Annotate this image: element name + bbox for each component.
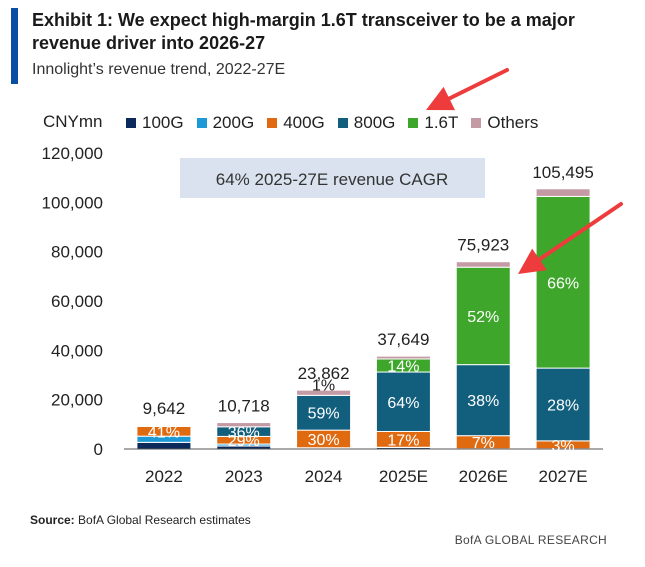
arrow-to-legend-1-6t-head [426,86,456,111]
share-label-2024-400g: 30% [308,432,340,449]
bar-2026e-800g [455,364,511,437]
y-tick-label-2: 40,000 [51,341,103,360]
share-label-2023-400g: 29% [228,433,260,450]
bar-2022-100g [136,441,192,450]
share-label-2026e-800g: 38% [467,393,499,410]
y-tick-label-3: 60,000 [51,292,103,311]
bar-2024-others [296,389,352,396]
total-label-2023: 10,718 [218,397,270,416]
chart-title: Exhibit 1: We expect high-margin 1.6T tr… [32,10,575,53]
y-tick-label-5: 100,000 [42,193,103,212]
share-label-2025e-800g: 64% [387,395,419,412]
bar-2024-800g [296,394,352,431]
legend-item-400g: 400G [267,113,325,133]
share-label-2027e-400g: 3% [552,438,575,455]
y-axis-unit: CNYmn [43,112,103,131]
title-accent-bar [11,8,18,84]
legend-item-200g: 200G [196,113,255,133]
brand-label: BofA GLOBAL RESEARCH [454,533,607,547]
legend-item-others: Others [471,113,538,133]
share-label-2026e-1-6t: 52% [467,309,499,326]
arrow-to-bar-2026e-head [518,248,547,274]
bar-2025e-others [375,355,431,360]
legend-label-200g: 200G [212,113,255,132]
bar-2027e-others [535,188,591,197]
y-tick-label-4: 80,000 [51,243,103,262]
bar-2026e-others [455,261,511,268]
chart-subtitle: Innolight’s revenue trend, 2022-27E [32,61,286,78]
cagr-callout-box [180,158,485,198]
x-tick-label-2023: 2023 [225,467,263,486]
legend-swatch-400g [267,118,278,128]
share-label-2024-800g: 59% [308,406,340,423]
legend: 100G 200G 400G 800G 1.6T Others [126,113,538,133]
legend-item-800g: 800G [337,113,396,133]
legend-label-1-6t: 1.6T [424,113,459,132]
bar-2027e-1-6t [535,195,591,369]
legend-label-400g: 400G [283,113,325,132]
total-label-2027e: 105,495 [532,163,593,182]
cagr-callout-label: 64% 2025-27E revenue CAGR [216,170,448,189]
y-tick-label-1: 20,000 [51,391,103,410]
legend-label-100g: 100G [142,113,184,132]
x-tick-label-2025e: 2025E [379,467,428,486]
bar-2025e-800g [375,371,431,432]
source-text: BofA Global Research estimates [74,513,251,527]
legend-label-800g: 800G [353,113,396,132]
x-tick-label-2022: 2022 [145,467,183,486]
total-label-2022: 9,642 [143,399,186,418]
legend-label-others: Others [487,113,539,132]
total-label-2025e: 37,649 [377,330,429,349]
legend-swatch-800g [337,118,348,128]
share-label-2026e-400g: 7% [472,435,495,452]
share-label-2023-800g: 36% [228,425,260,442]
legend-swatch-100g [126,118,136,128]
x-tick-label-2026e: 2026E [459,467,508,486]
legend-swatch-others [471,118,482,128]
share-label-2025e-400g: 17% [387,432,419,449]
y-tick-label-0: 0 [94,440,103,459]
x-tick-label-2027e: 2027E [538,467,587,486]
bar-2026e-1-6t [455,266,511,366]
arrow-to-bar-2026e-shaft [537,202,623,262]
legend-item-100g: 100G [126,113,184,133]
legend-swatch-1-6t [408,118,419,128]
y-tick-label-6: 120,000 [42,144,103,163]
bar-2027e-800g [535,367,591,442]
legend-swatch-200g [196,118,207,128]
arrow-to-legend-1-6t-shaft [447,68,509,101]
source-note: Source: BofA Global Research estimates [30,513,251,527]
legend-item-1-6t: 1.6T [408,113,458,133]
total-label-2024: 23,862 [298,364,350,383]
x-tick-label-2024: 2024 [305,467,343,486]
share-label-2027e-800g: 28% [547,397,579,414]
bar-2023-others [216,422,272,428]
share-label-2022-400g: 41% [148,424,180,441]
source-label: Source: [30,513,75,527]
share-label-2025e-1-6t: 14% [387,359,419,376]
share-label-2024-others: 1% [312,378,335,395]
total-label-2026e: 75,923 [457,236,509,255]
share-label-2027e-1-6t: 66% [547,275,579,292]
